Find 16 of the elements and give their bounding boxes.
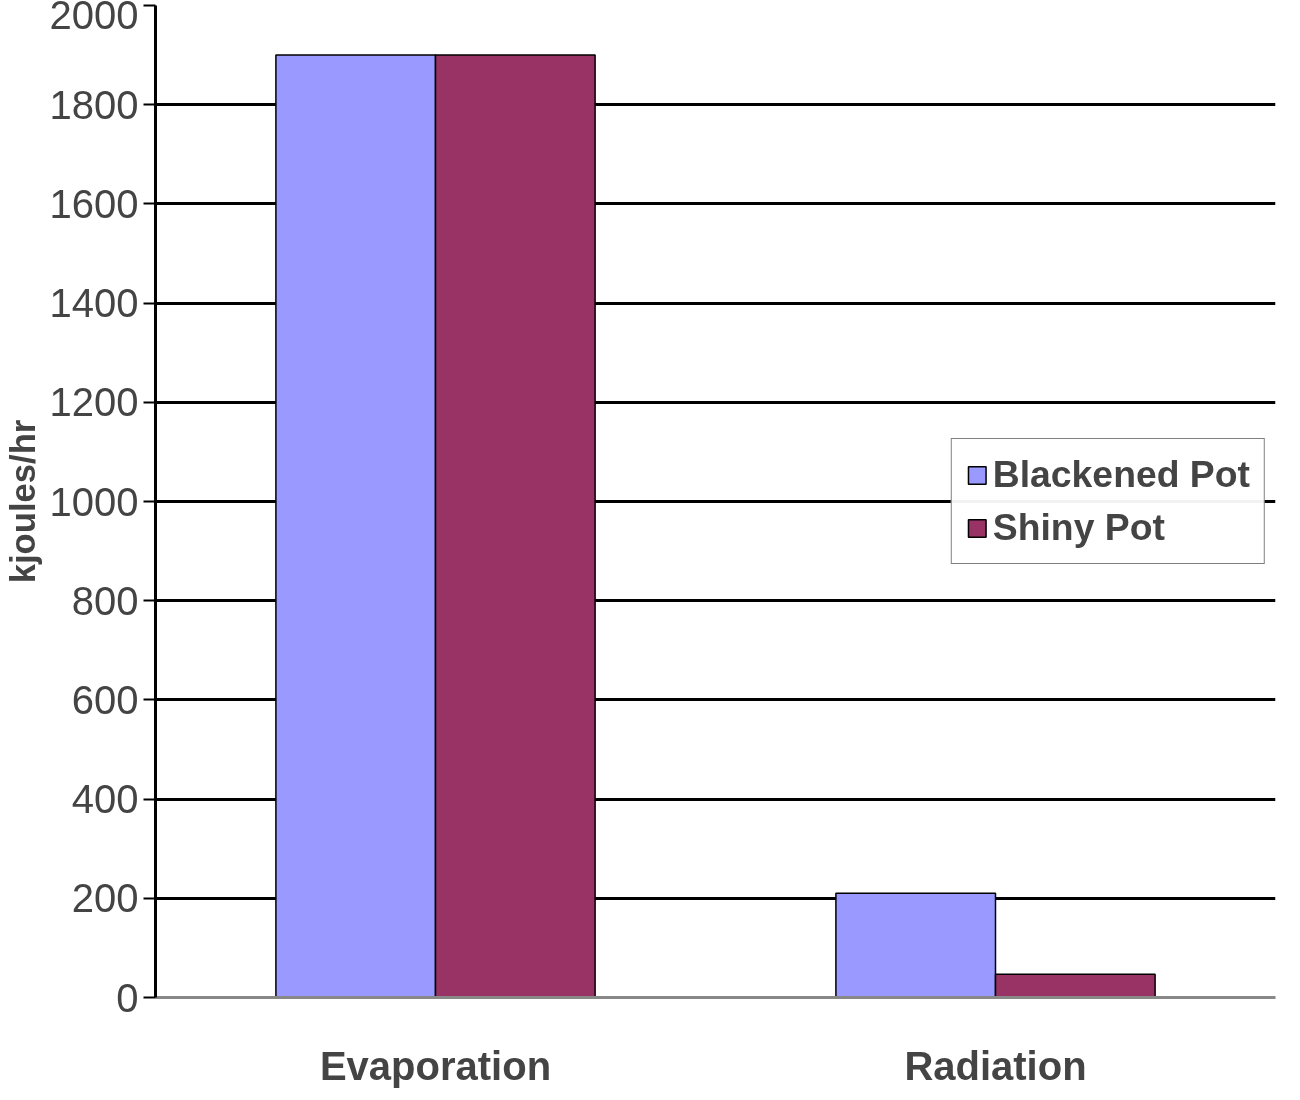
y-tick-label: 1800 [49,82,139,127]
y-axis-title: kjoules/hr [3,419,42,584]
x-tick-label: Radiation [904,1043,1087,1088]
y-tick-label: 2000 [49,0,139,37]
y-tick-label: 600 [71,677,139,722]
y-tick-label: 1400 [49,281,139,326]
y-tick-label: 400 [71,777,139,822]
y-tick-label: 1600 [49,181,139,226]
y-tick-label: 1000 [49,479,139,524]
y-tick-label: 1200 [49,380,139,425]
y-tick-label: 200 [71,876,139,921]
legend-label: Blackened Pot [992,453,1250,496]
legend-label: Shiny Pot [992,506,1165,549]
y-tick-label: 800 [71,578,139,623]
y-tick-label: 0 [116,975,139,1020]
x-tick-label: Evaporation [319,1043,552,1088]
